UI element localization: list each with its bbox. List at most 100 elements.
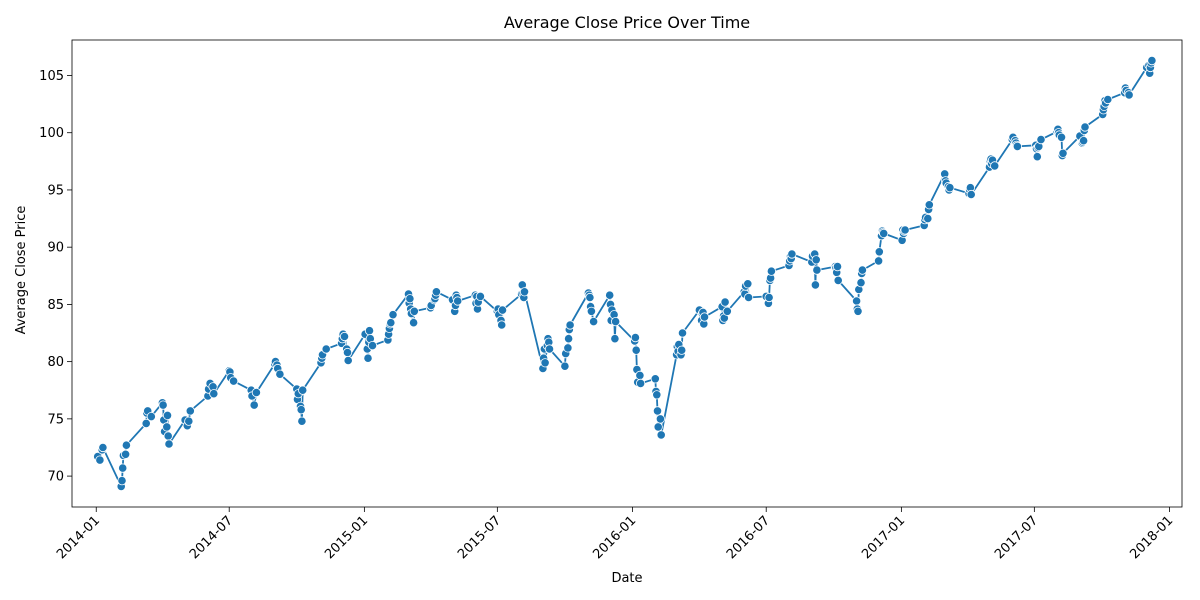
data-point (296, 405, 306, 415)
data-point (164, 439, 174, 449)
data-point (631, 345, 641, 355)
data-point (162, 410, 173, 420)
data-point (275, 369, 285, 379)
data-point (386, 318, 396, 328)
data-point (766, 266, 777, 276)
data-point (900, 225, 910, 235)
data-point (699, 312, 710, 322)
data-point (184, 416, 194, 426)
data-point (497, 320, 507, 330)
data-point (630, 332, 641, 343)
data-point (857, 265, 868, 275)
data-point (339, 331, 350, 342)
y-tick-label: 85 (47, 298, 64, 313)
y-tick-label: 105 (39, 69, 64, 84)
data-point (408, 318, 419, 328)
data-point (475, 291, 485, 301)
data-point (924, 200, 934, 210)
plot-frame (71, 39, 1183, 508)
data-point (343, 355, 353, 366)
data-point (764, 292, 774, 303)
data-point (653, 422, 663, 432)
data-point (635, 378, 646, 388)
data-point (635, 370, 645, 380)
data-point (832, 261, 843, 272)
data-point (743, 279, 753, 289)
data-point (856, 278, 866, 288)
data-point (453, 296, 463, 306)
data-point (874, 247, 884, 257)
data-point (158, 400, 168, 410)
data-point (121, 440, 132, 450)
data-point (586, 306, 597, 316)
data-point (388, 310, 398, 320)
data-point (1012, 141, 1023, 151)
plot-area (93, 55, 1157, 491)
data-point (722, 306, 732, 316)
data-point (677, 345, 687, 355)
chart-title: Average Close Price Over Time (504, 13, 750, 32)
data-point (544, 344, 555, 354)
data-point (497, 305, 508, 315)
data-point (249, 400, 259, 410)
data-point (743, 292, 754, 303)
data-point (677, 328, 688, 338)
data-point (720, 297, 730, 307)
data-point (229, 376, 239, 386)
data-point (990, 161, 1000, 171)
data-point (146, 411, 156, 422)
data-point (652, 406, 663, 416)
data-point (209, 389, 219, 399)
data-point (585, 292, 595, 303)
data-point (565, 320, 575, 330)
data-point (1056, 132, 1067, 142)
data-point (405, 294, 415, 304)
data-point (787, 249, 797, 259)
y-tick-label: 80 (47, 355, 64, 370)
data-point (540, 358, 550, 368)
data-point (655, 414, 666, 424)
data-point (118, 463, 128, 473)
data-point (342, 347, 353, 358)
data-point (367, 340, 378, 351)
y-tick-label: 75 (47, 412, 64, 427)
y-axis: 70 75 80 85 90 95 100 105 (39, 69, 72, 485)
data-point (810, 280, 821, 290)
y-tick-label: 90 (47, 241, 64, 256)
y-axis-title: Average Close Price (14, 206, 29, 335)
data-point (879, 228, 889, 238)
data-point (141, 418, 151, 428)
data-point (117, 476, 127, 486)
data-point (873, 256, 884, 266)
data-point (1124, 90, 1134, 100)
data-point (563, 334, 574, 344)
data-point (162, 422, 172, 432)
data-point (1147, 55, 1157, 66)
data-point (1036, 135, 1046, 145)
data-point (560, 361, 570, 371)
data-point (431, 287, 441, 297)
data-point (163, 431, 173, 441)
data-point (1058, 148, 1068, 158)
data-point (588, 316, 599, 327)
x-axis-title: Date (611, 571, 642, 586)
data-point (251, 387, 261, 398)
data-point (811, 255, 821, 265)
data-point (98, 442, 108, 453)
data-point (409, 306, 419, 316)
data-point (1080, 122, 1090, 132)
data-point (364, 326, 375, 336)
data-point (656, 430, 666, 440)
data-point (321, 344, 331, 354)
data-point (851, 296, 862, 306)
data-point (853, 306, 863, 316)
data-point (95, 455, 105, 465)
data-point (1032, 152, 1042, 162)
data-point (121, 449, 131, 459)
data-point (605, 290, 615, 300)
data-point (945, 183, 955, 193)
data-point (297, 416, 307, 426)
data-point (563, 343, 573, 353)
